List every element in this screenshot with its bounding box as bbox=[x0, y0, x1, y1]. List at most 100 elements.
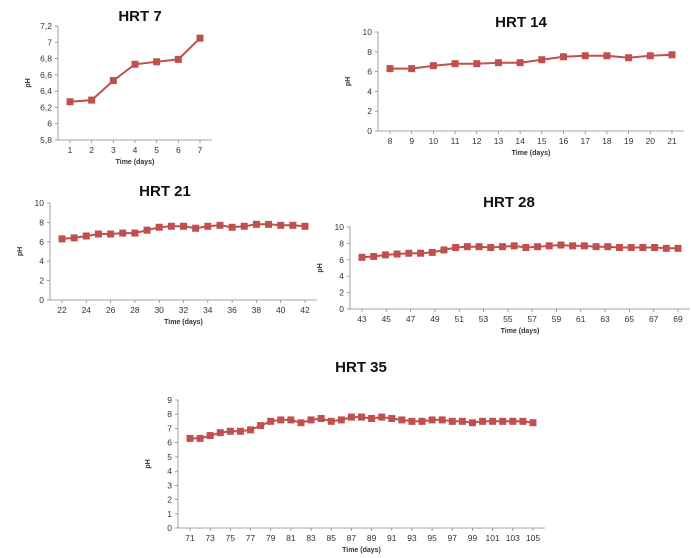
chart-1-ytick-label: 7 bbox=[47, 37, 52, 47]
chart-3-data-point bbox=[289, 221, 297, 229]
chart-4-data-point bbox=[674, 244, 682, 252]
chart-5-ytick-label: 9 bbox=[167, 395, 172, 405]
chart-5-data-point bbox=[226, 427, 234, 435]
chart-5-xtick-label: 95 bbox=[427, 533, 437, 543]
chart-5-xtick-label: 97 bbox=[448, 533, 458, 543]
chart-5-xtick-label: 91 bbox=[387, 533, 397, 543]
chart-4-data-point bbox=[615, 244, 623, 251]
chart-2-x-axis-label: Time (days) bbox=[512, 150, 551, 157]
chart-2-data-point bbox=[538, 56, 546, 64]
chart-5-xtick-label: 103 bbox=[506, 533, 520, 543]
chart-4-xtick-label: 63 bbox=[600, 314, 610, 324]
chart-2-xtick-label: 19 bbox=[624, 136, 634, 146]
chart-5-title: HRT 35 bbox=[335, 359, 387, 376]
chart-5-ytick-label: 3 bbox=[167, 480, 172, 490]
chart-5-xtick-label: 105 bbox=[526, 533, 540, 543]
chart-4-data-point bbox=[592, 243, 600, 251]
chart-4-data-point bbox=[651, 244, 659, 251]
chart-4-data-point bbox=[405, 249, 413, 257]
chart-1-xtick-label: 1 bbox=[68, 145, 73, 155]
chart-3-xtick-label: 30 bbox=[154, 305, 164, 315]
chart-3-xtick-label: 32 bbox=[179, 305, 189, 315]
chart-5-data-point bbox=[529, 419, 537, 427]
chart-5-data-point bbox=[438, 416, 446, 424]
chart-5-data-point bbox=[519, 417, 527, 425]
chart-5-data-point bbox=[287, 416, 295, 424]
chart-5-ytick-label: 4 bbox=[167, 466, 172, 476]
chart-4-xtick-label: 43 bbox=[357, 314, 367, 324]
chart-5-data-point bbox=[448, 417, 456, 425]
chart-5-data-point bbox=[297, 419, 305, 427]
chart-5-data-point bbox=[428, 416, 436, 424]
chart-4-data-point bbox=[393, 250, 401, 258]
chart-1-data-point bbox=[109, 77, 117, 85]
chart-2-xtick-label: 16 bbox=[559, 136, 569, 146]
chart-5-y-axis-label: pH bbox=[145, 459, 152, 468]
chart-4-data-point bbox=[417, 249, 425, 257]
chart-5-data-point bbox=[277, 416, 285, 424]
chart-2-ytick-label: 0 bbox=[367, 126, 372, 136]
chart-3-data-point bbox=[204, 222, 212, 230]
chart-5-ytick-label: 7 bbox=[167, 423, 172, 433]
chart-1-xtick-label: 4 bbox=[133, 145, 138, 155]
chart-4-ytick-label: 4 bbox=[339, 271, 344, 281]
chart-5-data-point bbox=[307, 416, 315, 424]
chart-2-data-point bbox=[386, 65, 394, 73]
chart-4-data-point bbox=[428, 248, 436, 256]
chart-2-title: HRT 14 bbox=[495, 14, 547, 31]
chart-2-ytick-label: 10 bbox=[363, 27, 373, 37]
chart-1-ytick-label: 5,8 bbox=[40, 135, 52, 145]
chart-3-data-point bbox=[143, 226, 151, 234]
chart-2-data-point bbox=[646, 52, 654, 60]
chart-3-ytick-label: 0 bbox=[39, 295, 44, 305]
chart-4-ytick-label: 2 bbox=[339, 288, 344, 298]
chart-5-ytick-label: 1 bbox=[167, 509, 172, 519]
chart-1-y-axis-label: pH bbox=[25, 78, 32, 87]
chart-5-data-point bbox=[489, 417, 497, 425]
chart-2-xtick-label: 8 bbox=[388, 136, 393, 146]
chart-5-data-point bbox=[196, 434, 204, 442]
chart-4-xtick-label: 45 bbox=[382, 314, 392, 324]
chart-5-data-point bbox=[358, 413, 365, 421]
chart-2-data-point bbox=[408, 65, 416, 73]
chart-3-data-point bbox=[119, 229, 127, 237]
chart-5-xtick-label: 99 bbox=[468, 533, 478, 543]
chart-2-y-axis-label: pH bbox=[345, 77, 352, 86]
chart-2-xtick-label: 12 bbox=[472, 136, 482, 146]
chart-5-data-point bbox=[479, 417, 487, 425]
chart-5-xtick-label: 71 bbox=[185, 533, 195, 543]
chart-4-data-point bbox=[580, 242, 588, 250]
chart-4-xtick-label: 57 bbox=[527, 314, 537, 324]
chart-3-xtick-label: 28 bbox=[130, 305, 140, 315]
chart-5-xtick-label: 89 bbox=[367, 533, 377, 543]
chart-4-data-point bbox=[381, 251, 389, 259]
chart-5-data-point bbox=[388, 414, 396, 422]
chart-1-xtick-label: 5 bbox=[154, 145, 159, 155]
chart-4-data-point bbox=[662, 244, 670, 252]
chart-1-data-point bbox=[174, 55, 182, 63]
chart-4-ytick-label: 10 bbox=[335, 222, 345, 232]
chart-2-data-point bbox=[603, 52, 611, 60]
chart-3-ytick-label: 8 bbox=[39, 217, 44, 227]
chart-3-xtick-label: 42 bbox=[300, 305, 310, 315]
chart-5-data-point bbox=[186, 434, 194, 442]
chart-1-ytick-label: 6,6 bbox=[40, 70, 52, 80]
chart-5-data-point bbox=[378, 413, 386, 421]
chart-2-data-point bbox=[429, 62, 437, 70]
chart-2-xtick-label: 14 bbox=[515, 136, 525, 146]
chart-3-xtick-label: 22 bbox=[57, 305, 67, 315]
chart-5-data-point bbox=[327, 417, 335, 425]
chart-5-data-point bbox=[408, 417, 416, 425]
chart-3-data-point bbox=[155, 223, 163, 231]
chart-5-xtick-label: 101 bbox=[486, 533, 500, 543]
chart-3-y-axis-label: pH bbox=[17, 247, 24, 256]
chart-1-ytick-label: 6 bbox=[47, 119, 52, 129]
chart-3-xtick-label: 40 bbox=[276, 305, 286, 315]
chart-5-ytick-label: 8 bbox=[167, 409, 172, 419]
chart-2-data-point bbox=[451, 60, 459, 68]
chart-2-ytick-label: 8 bbox=[367, 47, 372, 57]
chart-1-data-point bbox=[153, 58, 161, 66]
chart-3-xtick-label: 34 bbox=[203, 305, 213, 315]
chart-2-data-point bbox=[581, 52, 589, 60]
chart-4-xtick-label: 59 bbox=[552, 314, 562, 324]
